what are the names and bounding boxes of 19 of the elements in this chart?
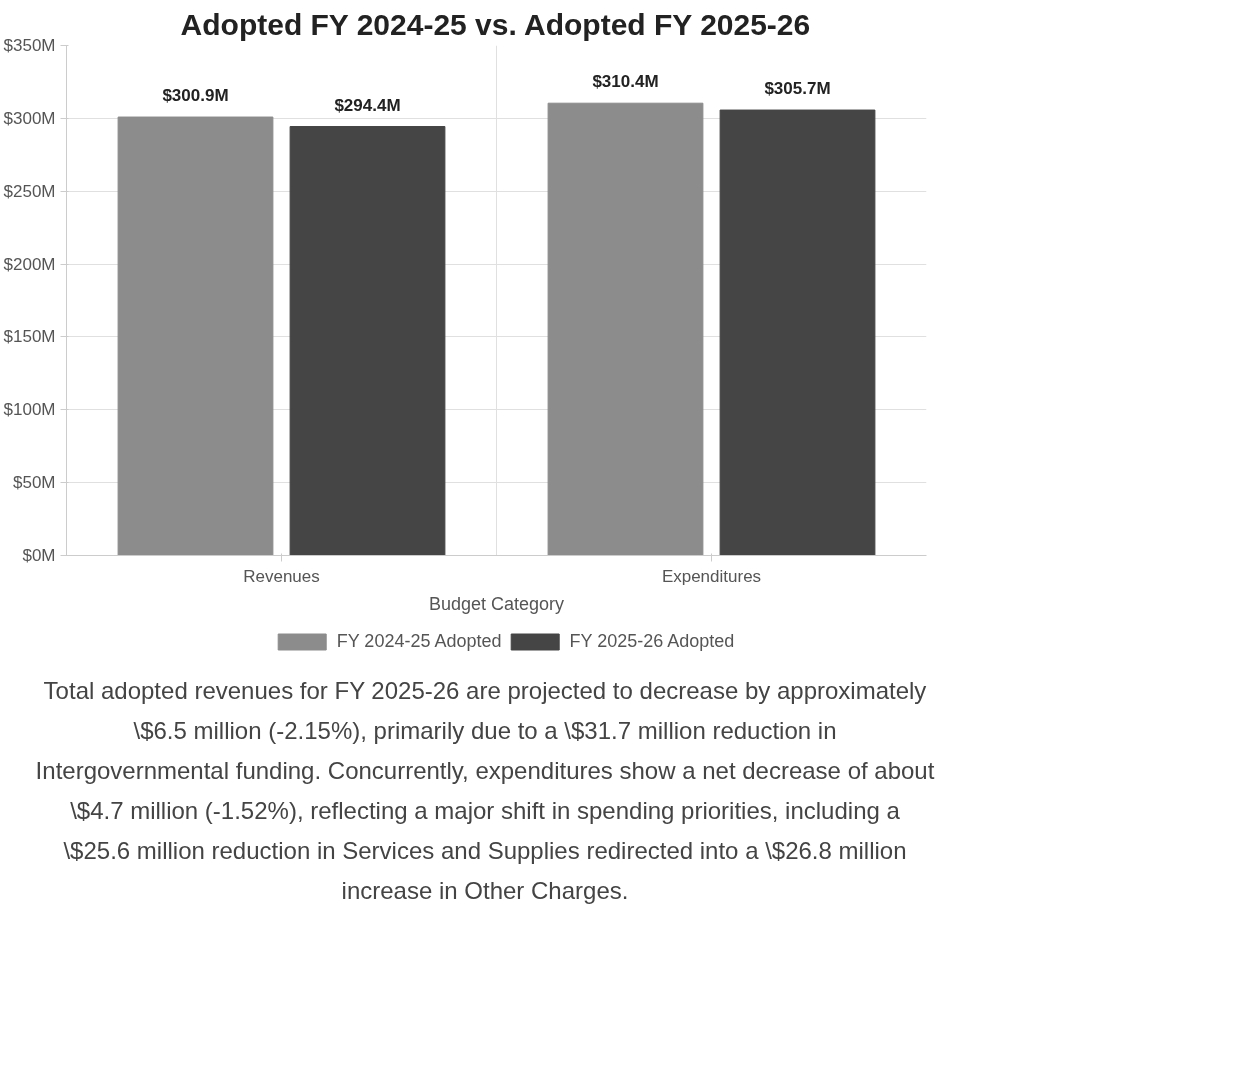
y-tick-label: $300M [3, 108, 56, 128]
y-tick-label: $50M [12, 473, 56, 493]
data-label: $294.4M [334, 95, 401, 115]
x-axis-title: Budget Category [428, 593, 565, 614]
legend-label: FY 2025-26 Adopted [569, 630, 735, 652]
x-tick-label: Revenues [243, 566, 320, 586]
y-tick-label: $200M [3, 254, 56, 274]
chart-title: Adopted FY 2024-25 vs. Adopted FY 2025-26 [180, 7, 811, 41]
legend-label: FY 2024-25 Adopted [336, 630, 502, 652]
data-label: $310.4M [592, 72, 659, 92]
y-tick-label: $100M [3, 400, 56, 420]
data-label: $300.9M [162, 86, 229, 106]
y-tick-label: $250M [3, 181, 56, 201]
text: Total adopted revenues for FY 2025-26 are projected to decrease by approximately \$6.5 million (-2.15%), primarily due to a \$31.7 million reduction in Intergovernmental funding. Concurrently, expenditures show a net decrease of about \$4.7 million (-1.52%), reflecting a major shift in spending priorities, including a \$25.6 million reduction in Services and Supplies redirected into a \$26.8 million increase in Other Charges. [35, 676, 935, 906]
y-tick-label: $150M [3, 327, 56, 347]
x-tick-label: Expenditures [661, 566, 762, 586]
y-tick-label: $350M [3, 36, 56, 55]
data-label: $305.7M [764, 79, 831, 99]
y-tick-label: $0M [22, 546, 56, 565]
